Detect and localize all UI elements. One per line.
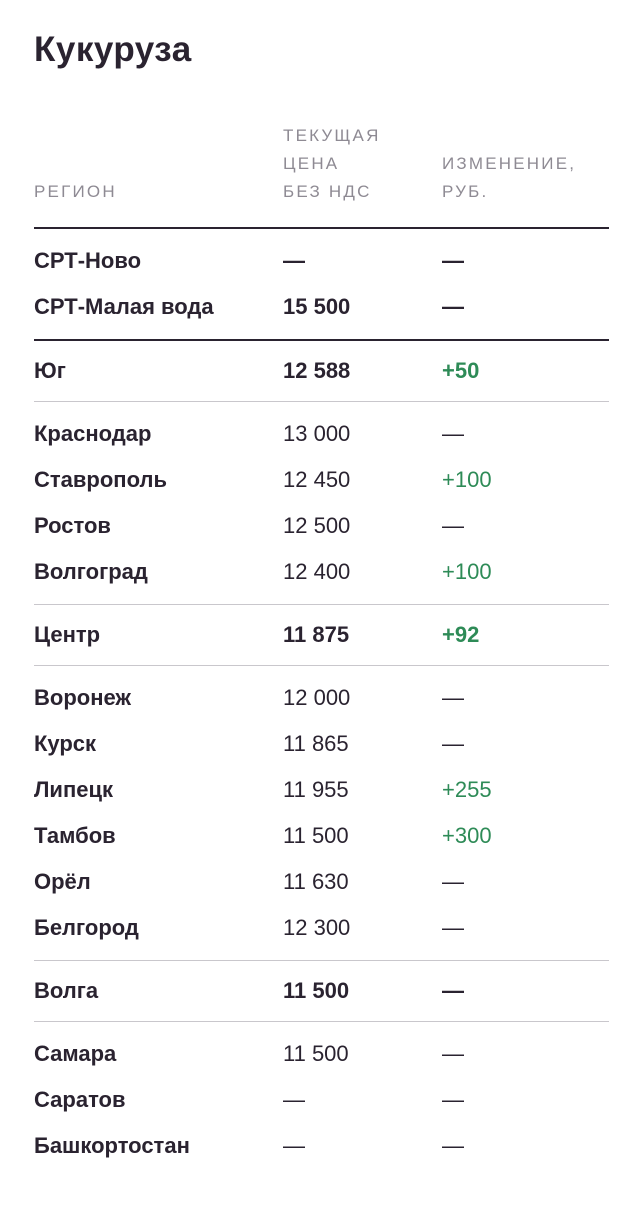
region-group-row: Волга 11 500 — — [34, 961, 609, 1021]
region-name: СРТ-Малая вода — [34, 294, 214, 319]
price-value: — — [283, 1133, 305, 1158]
region-name: Саратов — [34, 1087, 126, 1112]
price-change: — — [442, 685, 464, 710]
table-row: Липецк 11 955 +255 — [34, 767, 609, 813]
price-value: 12 588 — [283, 358, 351, 383]
table-row: Тамбов 11 500 +300 — [34, 813, 609, 859]
header-change-line: РУБ. — [442, 182, 489, 201]
region-name: Воронеж — [34, 685, 132, 710]
price-value: 15 500 — [283, 294, 351, 319]
price-value: — — [283, 248, 305, 273]
header-price-line: ТЕКУЩАЯ — [283, 126, 381, 145]
price-change: +100 — [442, 559, 492, 584]
row-spacer — [34, 666, 609, 675]
header-region: РЕГИОН — [34, 182, 117, 201]
region-name: Центр — [34, 622, 101, 647]
region-name: Самара — [34, 1041, 117, 1066]
price-change: — — [442, 978, 464, 1003]
table-row: Воронеж 12 000 — — [34, 675, 609, 721]
table-row: СРТ-Ново — — — [34, 238, 609, 284]
page-title: Кукуруза — [34, 30, 192, 69]
price-change: — — [442, 248, 464, 273]
region-name: Белгород — [34, 915, 139, 940]
row-spacer — [34, 330, 609, 339]
table-header: РЕГИОН ТЕКУЩАЯ ЦЕНА БЕЗ НДС ИЗМЕНЕНИЕ, Р… — [34, 122, 609, 226]
table-row: Орёл 11 630 — — [34, 859, 609, 905]
price-change: +300 — [442, 823, 492, 848]
region-name: СРТ-Ново — [34, 248, 142, 273]
table-row: Башкортостан — — — [34, 1123, 609, 1169]
price-change: — — [442, 1133, 464, 1158]
region-name: Башкортостан — [34, 1133, 190, 1158]
table-row: Волгоград 12 400 +100 — [34, 549, 609, 595]
price-value: 11 500 — [283, 823, 349, 848]
header-price-line: БЕЗ НДС — [283, 182, 372, 201]
header-price: ТЕКУЩАЯ ЦЕНА БЕЗ НДС — [283, 122, 381, 206]
region-name: Волга — [34, 978, 99, 1003]
region-name: Тамбов — [34, 823, 116, 848]
table-divider — [34, 401, 609, 402]
row-spacer — [34, 402, 609, 411]
table-row: Курск 11 865 — — [34, 721, 609, 767]
region-name: Липецк — [34, 777, 114, 802]
price-value: 12 500 — [283, 513, 351, 538]
table-divider — [34, 339, 609, 341]
table-divider — [34, 604, 609, 605]
price-value: 11 865 — [283, 731, 349, 756]
row-spacer — [34, 595, 609, 604]
table-divider — [34, 960, 609, 961]
table-row: Саратов — — — [34, 1077, 609, 1123]
price-value: 11 500 — [283, 1041, 349, 1066]
header-change: ИЗМЕНЕНИЕ, РУБ. — [442, 150, 576, 206]
price-change: +255 — [442, 777, 492, 802]
region-name: Орёл — [34, 869, 91, 894]
price-value: 11 875 — [283, 622, 350, 647]
price-change: — — [442, 513, 464, 538]
region-name: Волгоград — [34, 559, 148, 584]
table-body: СРТ-Ново — — СРТ-Малая вода 15 500 — Юг 12 588 +… — [34, 227, 609, 1178]
price-change: — — [442, 731, 464, 756]
table-row: Ставрополь 12 450 +100 — [34, 457, 609, 503]
header-change-line: ИЗМЕНЕНИЕ, — [442, 154, 577, 173]
price-change: — — [442, 869, 464, 894]
price-value: 12 450 — [283, 467, 351, 492]
price-change: — — [442, 915, 464, 940]
row-spacer — [34, 1169, 609, 1178]
region-name: Курск — [34, 731, 97, 756]
price-value: 11 955 — [283, 777, 349, 802]
table-divider — [34, 1021, 609, 1022]
region-name: Краснодар — [34, 421, 152, 446]
table-row: Краснодар 13 000 — — [34, 411, 609, 457]
price-change: — — [442, 1041, 464, 1066]
price-value: 12 400 — [283, 559, 351, 584]
price-change: — — [442, 294, 464, 319]
price-value: 12 000 — [283, 685, 351, 710]
region-name: Юг — [34, 358, 66, 383]
price-change: +50 — [442, 358, 480, 383]
price-value: 11 630 — [283, 869, 349, 894]
region-name: Ставрополь — [34, 467, 167, 492]
table-row: СРТ-Малая вода 15 500 — — [34, 284, 609, 330]
header-price-line: ЦЕНА — [283, 154, 340, 173]
price-value: 12 300 — [283, 915, 351, 940]
table-row: Белгород 12 300 — — [34, 905, 609, 951]
price-change: — — [442, 421, 464, 446]
row-spacer — [34, 229, 609, 238]
region-name: Ростов — [34, 513, 111, 538]
row-spacer — [34, 951, 609, 960]
price-value: 11 500 — [283, 978, 350, 1003]
region-group-row: Юг 12 588 +50 — [34, 341, 609, 401]
price-value: 13 000 — [283, 421, 351, 446]
price-value: — — [283, 1087, 305, 1112]
table-divider — [34, 227, 609, 229]
price-change: +92 — [442, 622, 480, 647]
row-spacer — [34, 1022, 609, 1031]
table-row: Самара 11 500 — — [34, 1031, 609, 1077]
table-row: Ростов 12 500 — — [34, 503, 609, 549]
price-change: +100 — [442, 467, 492, 492]
table-divider — [34, 665, 609, 666]
region-group-row: Центр 11 875 +92 — [34, 605, 609, 665]
price-change: — — [442, 1087, 464, 1112]
